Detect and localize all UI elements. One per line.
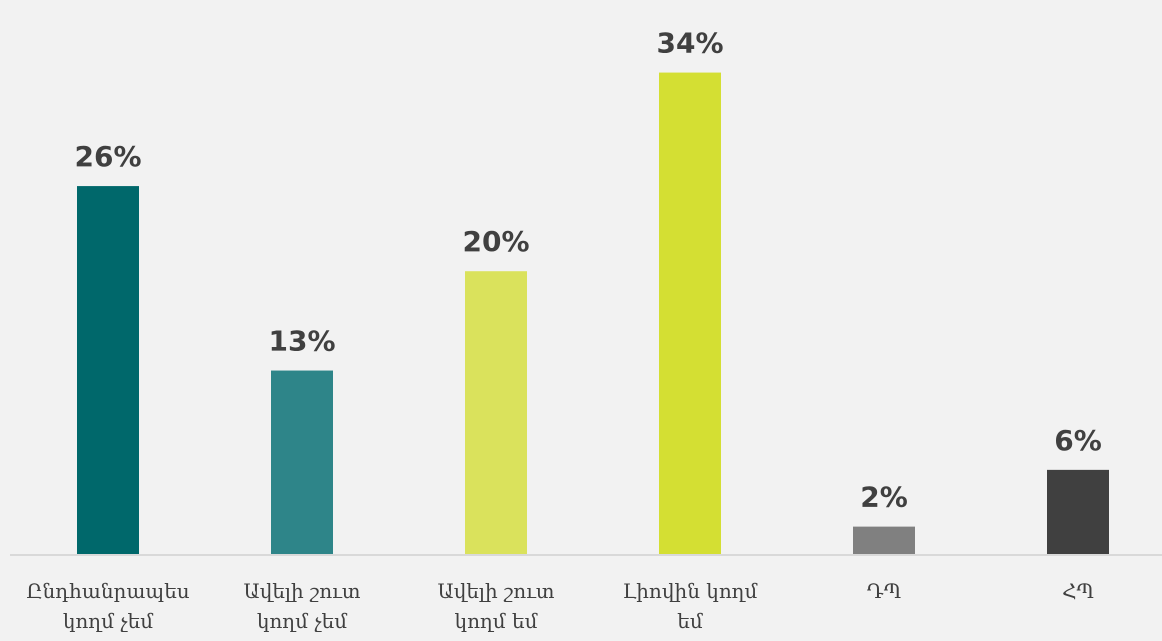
category-label-line: ԴՊ (867, 579, 901, 603)
category-label-line: Ավելի շուտ (244, 579, 361, 603)
category-label-6: ՀՊ (1062, 579, 1094, 603)
category-label-line: ՀՊ (1062, 579, 1094, 603)
data-label-6: 6% (1054, 424, 1102, 457)
bar-1 (77, 186, 139, 555)
value-labels-group: 26% 13% 20% 34% 2% 6% (74, 27, 1101, 514)
bar-5 (853, 526, 915, 555)
category-label-line: կողմ չեմ (63, 609, 153, 633)
category-label-line: Ընդհանրապես (26, 579, 189, 603)
data-label-4: 34% (656, 27, 723, 60)
data-label-5: 2% (860, 481, 908, 514)
bar-2 (271, 370, 333, 555)
category-label-1: Ընդհանրապես կողմ չեմ (26, 579, 189, 633)
category-label-line: կողմ չեմ (257, 609, 347, 633)
data-label-1: 26% (74, 140, 141, 173)
category-label-2: Ավելի շուտ կողմ չեմ (244, 579, 361, 633)
category-label-line: Լիովին կողմ (623, 579, 758, 603)
data-label-3: 20% (462, 225, 529, 258)
bar-6 (1047, 469, 1109, 555)
category-label-4: Լիովին կողմ եմ (623, 579, 758, 633)
category-label-3: Ավելի շուտ կողմ եմ (438, 579, 555, 633)
bar-4 (659, 72, 721, 555)
category-label-line: կողմ եմ (455, 609, 538, 633)
category-label-line: Ավելի շուտ (438, 579, 555, 603)
bar-3 (465, 271, 527, 555)
category-label-line: եմ (677, 609, 703, 633)
category-label-5: ԴՊ (867, 579, 901, 603)
bars-group (77, 72, 1109, 555)
data-label-2: 13% (268, 325, 335, 358)
